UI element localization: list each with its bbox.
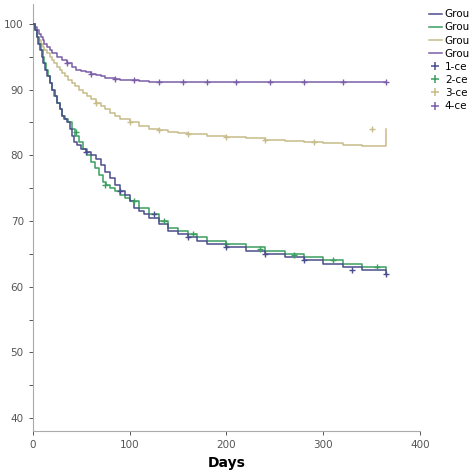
X-axis label: Days: Days [208,456,246,470]
Legend: Grou, Grou, Grou, Grou, 1-ce, 2-ce, 3-ce, 4-ce: Grou, Grou, Grou, Grou, 1-ce, 2-ce, 3-ce… [429,9,470,111]
